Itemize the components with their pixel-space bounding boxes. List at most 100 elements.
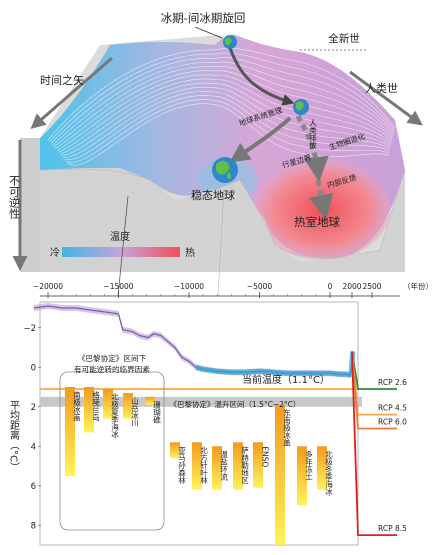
reversible-box-label-2: 有可能逆转的临界因素 (74, 364, 150, 374)
tipping-label: 珊瑚礁 (152, 400, 161, 424)
x-axis: −20000 −15000 −10000 −5000 0 2000 2500 （年份） (33, 281, 433, 298)
left-wall (20, 138, 40, 272)
tipping-label: 东南极冰盖 (282, 407, 291, 446)
time-arrow (30, 56, 113, 129)
rcp-label: RCP 2.6 (378, 378, 407, 387)
tipping-label: 北极夏季海冰 (110, 393, 119, 439)
rcp-line (351, 351, 397, 537)
globe-icon (223, 35, 237, 49)
y-tick-label: 6 (31, 482, 36, 492)
y-tick-label: −2 (23, 324, 36, 334)
reversible-box-label-1: 《巴黎协定》区间下 (78, 353, 147, 363)
tipping-bar (123, 392, 133, 419)
contour-lines (47, 47, 396, 166)
paris-range-label: 《巴黎协定》温升区间（1.5°C−2°C） (170, 399, 301, 409)
tipping-label: 萨赫勒地区 (240, 445, 249, 484)
x-tick-label: 2000 (342, 282, 361, 291)
y-tick-label: 0 (31, 363, 36, 373)
tipping-bar (253, 442, 263, 488)
paris-range-band (40, 396, 362, 407)
tipping-bar (170, 442, 180, 459)
rcp-label: RCP 4.5 (378, 404, 407, 413)
irreversibility-label: 不可逆性 (8, 175, 21, 220)
tipping-bar (212, 446, 222, 490)
y-tick-label: 4 (31, 442, 36, 452)
contour-line (47, 47, 396, 141)
contour-line (65, 99, 390, 163)
rcp-line (351, 351, 397, 430)
rcp-label: RCP 6.0 (378, 417, 407, 426)
contour-line (59, 82, 392, 155)
y-axis-label: 平均距离（°C） (8, 400, 20, 472)
x-tick-label: −5000 (247, 282, 273, 291)
x-unit-label: （年份） (403, 281, 433, 291)
trajectory-arrow-2 (295, 114, 329, 182)
contour-line (49, 52, 395, 142)
legend-title: 温度 (110, 230, 130, 243)
tipping-bar (84, 387, 94, 433)
tipping-label: 北方针叶林 (199, 446, 208, 485)
stable-earth-label: 稳态地球 (191, 188, 235, 202)
tipping-label: 格陵兰岛 (91, 390, 100, 423)
globe-icon (293, 99, 309, 115)
tipping-bar (65, 387, 75, 476)
x-tick-label: −20000 (33, 282, 63, 291)
legend-cold-label: 冷 (50, 246, 60, 259)
holocene-temperature-band (195, 351, 356, 378)
tipping-label: 北极冬季海冰 (324, 450, 333, 496)
hothouse-earth-label: 热室地球 (294, 215, 340, 229)
x-tick-label: −15000 (103, 282, 133, 291)
tipping-bar (317, 446, 327, 490)
tipping-bar (103, 388, 113, 419)
y-tick-label: 8 (31, 521, 36, 531)
human-emissions-label: 人类排放 (308, 119, 317, 151)
contour-line (52, 61, 394, 146)
globe-icon (212, 157, 238, 183)
connector-line-right (217, 188, 225, 297)
connector-line-left (117, 195, 129, 297)
temperature-series (33, 303, 356, 379)
time-arrow-label: 时间之矢 (40, 73, 84, 87)
tipping-bar (275, 404, 285, 545)
reversible-box (59, 371, 165, 531)
rcp-label: RCP 8.5 (378, 524, 407, 533)
holocene-label: 全新世 (328, 32, 360, 45)
temperature-envelope (33, 303, 353, 379)
tipping-label: ENSO (261, 446, 270, 467)
temperature-chart: −20000 −15000 −10000 −5000 0 2000 2500 （年份） −20… (8, 281, 433, 546)
rcp-scenarios: RCP 2.6 RCP 4.5 RCP 6.0 RCP 8.5 (351, 351, 407, 537)
feedback-arrow (308, 179, 334, 220)
x-tick-label: 2500 (362, 282, 381, 291)
tipping-bar (233, 442, 243, 490)
x-tick-label: 0 (328, 282, 333, 291)
contour-line (50, 57, 395, 144)
y-axis: −2 0 2 4 6 8 (23, 324, 41, 531)
temperature-legend-bar (62, 247, 180, 257)
x-tick-label: −10000 (174, 282, 204, 291)
contour-line (58, 78, 392, 153)
anthropocene-arrow (349, 70, 423, 126)
front-edge (39, 168, 406, 258)
tipping-bar (192, 442, 202, 490)
management-arrow (229, 116, 292, 163)
anthropocene-label: 人类世 (365, 81, 398, 95)
contour-line (55, 70, 393, 149)
trajectory-arrow-1 (228, 47, 295, 106)
contour-line (64, 95, 390, 160)
tipping-label: 多年冻土 (304, 449, 313, 481)
contour-line (62, 91, 391, 158)
stability-landscape: 冰期-间冰期旋回 全新世 时间之矢 人类世 不可逆性 稳态地球 热室地球 地球系… (8, 11, 423, 297)
legend-hot-label: 热 (185, 246, 195, 259)
tipping-bar (145, 396, 155, 405)
y-tick-label: 2 (31, 403, 36, 413)
tipping-label: 山岳冰川 (130, 396, 139, 428)
tipping-label: 亚马孙森林 (177, 446, 186, 485)
current-temp-label: 当前温度（1.1°C） (242, 373, 330, 386)
tipping-bar (297, 446, 307, 506)
tipping-label: 温盐环流 (219, 450, 228, 482)
contour-line (67, 103, 389, 166)
cycle-title: 冰期-间冰期旋回 (161, 11, 246, 25)
tipping-label: 南极冰盖 (72, 390, 81, 422)
